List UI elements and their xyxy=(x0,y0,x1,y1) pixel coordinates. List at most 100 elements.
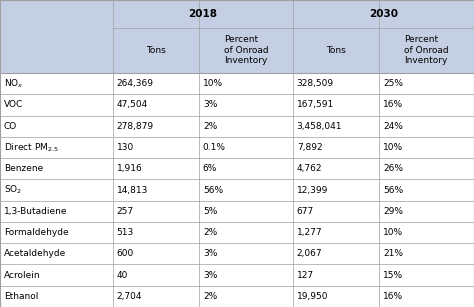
Bar xyxy=(0,286,113,307)
Text: 328,509: 328,509 xyxy=(297,79,334,88)
Bar xyxy=(113,137,199,158)
Text: 2018: 2018 xyxy=(188,9,218,19)
Text: 3%: 3% xyxy=(203,100,217,110)
Text: Benzene: Benzene xyxy=(4,164,43,173)
Bar xyxy=(293,73,379,94)
Text: Acetaldehyde: Acetaldehyde xyxy=(4,249,66,258)
Bar xyxy=(293,116,379,137)
Text: 513: 513 xyxy=(117,228,134,237)
Text: 2%: 2% xyxy=(203,228,217,237)
Text: 0.1%: 0.1% xyxy=(203,143,226,152)
Bar xyxy=(0,94,113,116)
Text: Percent
of Onroad
Inventory: Percent of Onroad Inventory xyxy=(224,35,268,65)
Text: 26%: 26% xyxy=(383,164,403,173)
Bar xyxy=(0,116,113,137)
Bar xyxy=(379,0,474,28)
Text: Direct PM$_{2.5}$: Direct PM$_{2.5}$ xyxy=(4,141,59,154)
Bar xyxy=(0,264,113,286)
Bar xyxy=(379,286,474,307)
Text: 1,3-Butadiene: 1,3-Butadiene xyxy=(4,207,67,216)
Bar xyxy=(113,28,199,73)
Text: 10%: 10% xyxy=(203,79,223,88)
Bar xyxy=(199,0,293,28)
Text: 1,277: 1,277 xyxy=(297,228,322,237)
Text: 130: 130 xyxy=(117,143,134,152)
Bar xyxy=(293,94,379,116)
Text: 19,950: 19,950 xyxy=(297,292,328,301)
Bar xyxy=(293,286,379,307)
Bar xyxy=(0,73,113,94)
Text: NO$_x$: NO$_x$ xyxy=(4,77,24,90)
Text: 10%: 10% xyxy=(383,143,403,152)
Bar xyxy=(379,28,474,73)
Text: 14,813: 14,813 xyxy=(117,185,148,195)
Bar xyxy=(113,286,199,307)
Text: 12,399: 12,399 xyxy=(297,185,328,195)
Bar xyxy=(379,116,474,137)
Text: 600: 600 xyxy=(117,249,134,258)
Bar xyxy=(379,94,474,116)
Bar xyxy=(293,28,379,73)
Text: 16%: 16% xyxy=(383,100,403,110)
Bar xyxy=(379,137,474,158)
Bar xyxy=(199,179,293,201)
Bar xyxy=(113,116,199,137)
Text: 677: 677 xyxy=(297,207,314,216)
Bar xyxy=(199,137,293,158)
Text: 257: 257 xyxy=(117,207,134,216)
Bar xyxy=(199,73,293,94)
Text: 2%: 2% xyxy=(203,292,217,301)
Bar xyxy=(199,222,293,243)
Bar xyxy=(113,222,199,243)
Text: CO: CO xyxy=(4,122,17,131)
Bar xyxy=(199,28,293,73)
Bar xyxy=(379,222,474,243)
Text: Formaldehyde: Formaldehyde xyxy=(4,228,68,237)
Bar xyxy=(113,201,199,222)
Bar xyxy=(293,137,379,158)
Text: 56%: 56% xyxy=(203,185,223,195)
Bar xyxy=(199,158,293,179)
Bar xyxy=(113,73,199,94)
Text: 24%: 24% xyxy=(383,122,403,131)
Bar xyxy=(293,0,379,28)
Bar xyxy=(113,243,199,264)
Text: 10%: 10% xyxy=(383,228,403,237)
Text: 7,892: 7,892 xyxy=(297,143,322,152)
Bar xyxy=(113,0,199,28)
Bar xyxy=(113,158,199,179)
Text: 264,369: 264,369 xyxy=(117,79,154,88)
Text: 278,879: 278,879 xyxy=(117,122,154,131)
Text: 21%: 21% xyxy=(383,249,403,258)
Text: 16%: 16% xyxy=(383,292,403,301)
Bar xyxy=(199,116,293,137)
Text: 15%: 15% xyxy=(383,270,403,280)
Text: 2,704: 2,704 xyxy=(117,292,142,301)
Text: Tons: Tons xyxy=(146,46,166,55)
Bar xyxy=(0,158,113,179)
Bar xyxy=(379,243,474,264)
Text: SO$_2$: SO$_2$ xyxy=(4,184,22,196)
Text: 2,067: 2,067 xyxy=(297,249,322,258)
Bar xyxy=(0,201,113,222)
Text: Ethanol: Ethanol xyxy=(4,292,38,301)
Bar xyxy=(293,179,379,201)
Text: Acrolein: Acrolein xyxy=(4,270,40,280)
Bar xyxy=(113,179,199,201)
Text: 6%: 6% xyxy=(203,164,217,173)
Bar xyxy=(379,179,474,201)
Text: 2%: 2% xyxy=(203,122,217,131)
Text: VOC: VOC xyxy=(4,100,23,110)
Bar xyxy=(113,264,199,286)
Bar xyxy=(199,201,293,222)
Text: 3%: 3% xyxy=(203,249,217,258)
Text: 40: 40 xyxy=(117,270,128,280)
Text: 5%: 5% xyxy=(203,207,217,216)
Text: 29%: 29% xyxy=(383,207,403,216)
Bar xyxy=(0,0,113,28)
Bar xyxy=(199,264,293,286)
Text: 3%: 3% xyxy=(203,270,217,280)
Text: 167,591: 167,591 xyxy=(297,100,334,110)
Bar xyxy=(113,94,199,116)
Bar xyxy=(0,243,113,264)
